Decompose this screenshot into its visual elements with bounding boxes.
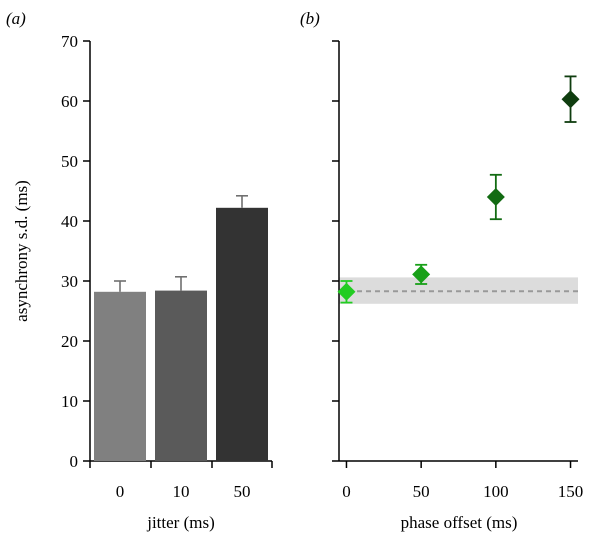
panel-a-y-tick-label: 40 bbox=[61, 212, 78, 231]
panel-a-x-tick-label: 50 bbox=[234, 482, 251, 501]
panel-b-x-ticks: 0 50 100 150 bbox=[342, 461, 583, 501]
bar-0 bbox=[94, 291, 146, 461]
panel-a: (a) 0 10 20 30 40 50 60 70 0 10 50 jitter (ms) as… bbox=[6, 9, 273, 532]
panel-a-y-tick-label: 30 bbox=[61, 272, 78, 291]
panel-a-y-tick-label: 60 bbox=[61, 92, 78, 111]
panel-b: (b) 0 50 100 150 phase offset (ms) bbox=[300, 9, 583, 532]
bar-50 bbox=[216, 207, 268, 461]
panel-a-y-tick-label: 0 bbox=[70, 452, 79, 471]
panel-a-y-tick-label: 70 bbox=[61, 32, 78, 51]
panel-b-x-tick-label: 50 bbox=[413, 482, 430, 501]
panel-a-y-tick-label: 20 bbox=[61, 332, 78, 351]
point-100 bbox=[486, 188, 505, 206]
panel-b-x-tick-label: 100 bbox=[483, 482, 509, 501]
panel-b-x-axis-title: phase offset (ms) bbox=[401, 513, 518, 532]
bar-10 bbox=[155, 290, 207, 461]
panel-a-bars bbox=[94, 195, 268, 461]
panel-b-x-tick-label: 0 bbox=[342, 482, 351, 501]
panel-b-reference bbox=[339, 277, 578, 304]
panel-b-label: (b) bbox=[300, 9, 320, 28]
panel-a-label: (a) bbox=[6, 9, 26, 28]
panel-a-x-ticks: 0 10 50 bbox=[89, 461, 273, 501]
point-150 bbox=[561, 90, 580, 109]
y-axis-title: asynchrony s.d. (ms) bbox=[12, 180, 31, 322]
panel-a-y-ticks: 0 10 20 30 40 50 60 70 bbox=[61, 32, 90, 471]
point-0 bbox=[337, 282, 356, 301]
panel-b-points bbox=[337, 75, 580, 304]
panel-a-x-tick-label: 10 bbox=[173, 482, 190, 501]
panel-a-y-tick-label: 50 bbox=[61, 152, 78, 171]
panel-b-y-ticks bbox=[332, 40, 339, 462]
panel-a-x-tick-label: 0 bbox=[116, 482, 125, 501]
point-50 bbox=[412, 265, 431, 284]
panel-a-x-axis-title: jitter (ms) bbox=[146, 513, 215, 532]
panel-b-x-tick-label: 150 bbox=[558, 482, 584, 501]
panel-a-y-tick-label: 10 bbox=[61, 392, 78, 411]
